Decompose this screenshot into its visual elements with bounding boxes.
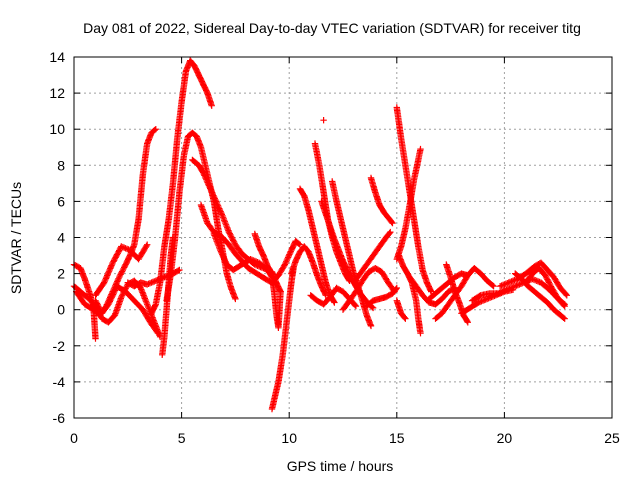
y-tick-label: 0 — [57, 302, 65, 318]
data-point-markers — [350, 228, 394, 286]
data-point-markers — [307, 284, 360, 310]
x-tick-label: 5 — [178, 430, 186, 446]
series-arc38 — [522, 265, 568, 310]
data-point-markers — [393, 297, 409, 322]
y-tick-label: 8 — [57, 157, 65, 173]
series-arc28 — [393, 297, 409, 322]
series-arc5 — [92, 283, 162, 337]
data-point-markers — [393, 145, 424, 263]
y-tick-label: 6 — [57, 193, 65, 209]
series-arc12 — [210, 230, 284, 331]
x-tick-label: 15 — [389, 430, 405, 446]
series-arc26 — [393, 104, 435, 295]
data-point-markers — [406, 274, 459, 308]
y-tick-label: -2 — [53, 338, 66, 354]
series-arc18 — [320, 117, 327, 124]
x-tick-label: 20 — [497, 430, 513, 446]
data-point-markers — [268, 265, 297, 413]
y-tick-label: -6 — [53, 410, 66, 426]
x-axis-title: GPS time / hours — [287, 458, 394, 474]
series-arc13 — [251, 230, 276, 277]
series-arc16 — [296, 185, 338, 306]
data-point-markers — [251, 230, 276, 277]
data-point-markers — [339, 265, 398, 313]
data-point-markers — [288, 243, 329, 299]
x-tick-label: 0 — [70, 430, 78, 446]
series-arc27 — [393, 145, 424, 263]
data-point-markers — [363, 284, 400, 310]
y-tick-label: 2 — [57, 266, 65, 282]
y-tick-label: 14 — [49, 49, 65, 65]
y-tick-label: 12 — [49, 85, 65, 101]
data-point-markers — [296, 185, 338, 306]
chart-title: Day 081 of 2022, Sidereal Day-to-day VTE… — [83, 20, 581, 36]
data-point-markers — [92, 241, 151, 299]
series-arc24 — [367, 174, 396, 227]
series-arc25 — [363, 284, 400, 310]
data-point-markers — [92, 283, 162, 337]
series-arc22 — [339, 265, 398, 313]
axis-ticks — [73, 56, 613, 419]
series-arc14 — [268, 265, 297, 413]
data-point-markers — [148, 57, 215, 317]
series-arc7 — [148, 57, 215, 317]
series-arc15 — [288, 243, 329, 299]
y-tick-label: -4 — [53, 374, 66, 390]
x-tick-label: 25 — [604, 430, 620, 446]
y-tick-label: 4 — [57, 230, 65, 246]
x-tick-labels: 0 5 10 15 20 25 — [70, 430, 620, 446]
y-tick-labels: -6 -4 -2 0 2 4 6 8 10 12 14 — [49, 49, 65, 426]
x-tick-label: 10 — [281, 430, 297, 446]
data-point-markers — [210, 230, 284, 331]
data-point-markers — [522, 265, 568, 310]
data-point-markers — [393, 104, 435, 295]
data-point-markers — [320, 117, 327, 124]
y-tick-label: 10 — [49, 121, 65, 137]
y-axis-title: SDTVAR / TECUs — [8, 182, 24, 294]
series-arc30 — [406, 274, 459, 308]
data-point-markers — [367, 174, 396, 227]
series-arc23 — [350, 228, 394, 286]
series-arc21 — [307, 284, 360, 310]
series-arc4 — [92, 241, 151, 299]
data-points — [70, 57, 570, 413]
